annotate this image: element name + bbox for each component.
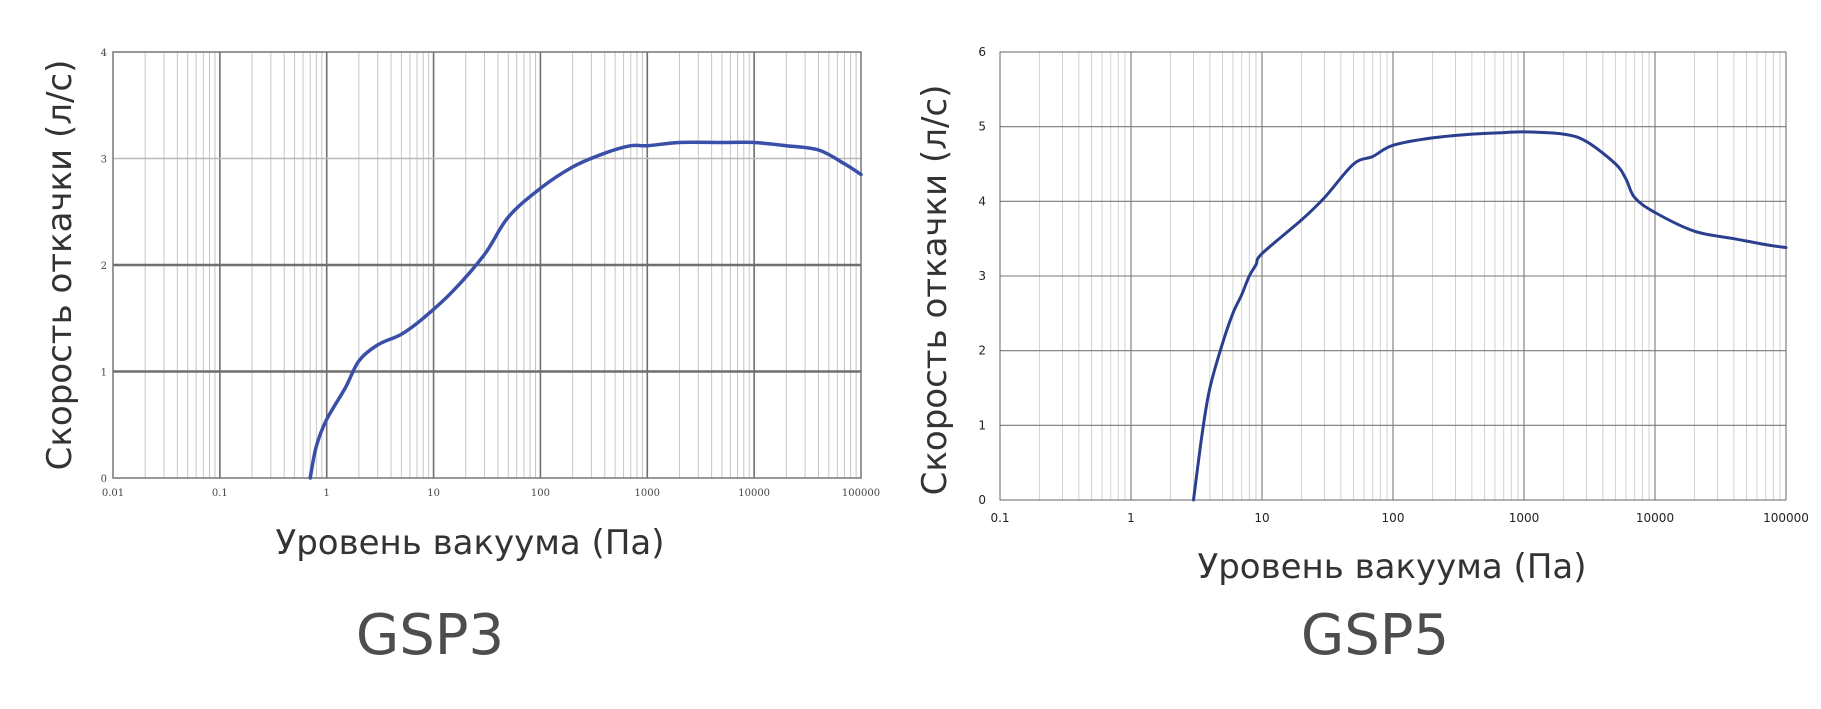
gsp5-x-axis-title: Уровень вакуума (Па) — [1197, 547, 1586, 587]
gsp3-model-label: GSP3 — [356, 603, 504, 668]
gsp5-y-tick-label: 6 — [978, 45, 986, 59]
gsp3-x-tick-label: 10000 — [738, 488, 770, 499]
gsp3-y-tick-label: 4 — [101, 48, 107, 59]
gsp3-y-tick-label: 1 — [101, 368, 107, 379]
gsp3-y-ticks: 0 1 2 3 4 — [101, 48, 107, 485]
gsp3-x-tick-label: 0.1 — [212, 488, 228, 499]
gsp5-plot-frame — [999, 51, 1787, 501]
gsp3-x-tick-label: 0.01 — [102, 488, 124, 499]
chart-gsp5: 0 1 2 3 4 5 6 0.1 1 10 100 1000 10000 100000 Скорост… — [915, 45, 1809, 668]
gsp5-y-tick-label: 2 — [978, 344, 986, 358]
gsp5-y-tick-label: 3 — [978, 269, 986, 283]
gsp5-x-ticks: 0.1 1 10 100 1000 10000 100000 — [990, 511, 1808, 525]
gsp3-y-tick-label: 2 — [101, 261, 107, 272]
gsp5-model-label: GSP5 — [1301, 603, 1449, 668]
gsp3-grid — [113, 52, 861, 478]
gsp3-x-tick-label: 100 — [531, 488, 550, 499]
gsp5-x-tick-label: 0.1 — [990, 511, 1009, 525]
gsp3-plot-frame — [112, 51, 862, 479]
gsp3-y-tick-label: 0 — [101, 474, 107, 485]
gsp5-x-tick-label: 100 — [1382, 511, 1405, 525]
gsp5-y-axis-title: Скорость откачки (л/с) — [915, 85, 955, 496]
gsp5-y-tick-label: 0 — [978, 493, 986, 507]
gsp5-x-tick-label: 100000 — [1763, 511, 1809, 525]
gsp3-y-axis-title: Скорость откачки (л/с) — [40, 60, 80, 471]
gsp5-series-line — [1192, 130, 1788, 502]
gsp5-x-tick-label: 1000 — [1509, 511, 1540, 525]
gsp5-y-ticks: 0 1 2 3 4 5 6 — [978, 45, 986, 507]
gsp5-y-tick-label: 1 — [978, 418, 986, 432]
gsp3-x-tick-label: 1 — [324, 488, 330, 499]
gsp3-x-tick-label: 100000 — [842, 488, 880, 499]
chart-gsp3: 0 1 2 3 4 0.01 0.1 1 10 100 1000 10000 100000 Скоро… — [40, 48, 880, 668]
gsp3-x-tick-label: 1000 — [635, 488, 660, 499]
gsp5-grid — [1000, 52, 1786, 500]
gsp3-x-tick-label: 10 — [427, 488, 440, 499]
gsp5-x-tick-label: 10000 — [1636, 511, 1674, 525]
gsp3-x-axis-title: Уровень вакуума (Па) — [275, 523, 664, 563]
gsp3-y-tick-label: 3 — [101, 155, 107, 166]
gsp3-x-ticks: 0.01 0.1 1 10 100 1000 10000 100000 — [102, 488, 880, 499]
gsp5-y-tick-label: 5 — [978, 120, 986, 134]
gsp3-series-line — [308, 140, 863, 480]
gsp5-x-tick-label: 1 — [1127, 511, 1135, 525]
gsp5-y-tick-label: 4 — [978, 194, 986, 208]
gsp5-x-tick-label: 10 — [1254, 511, 1269, 525]
